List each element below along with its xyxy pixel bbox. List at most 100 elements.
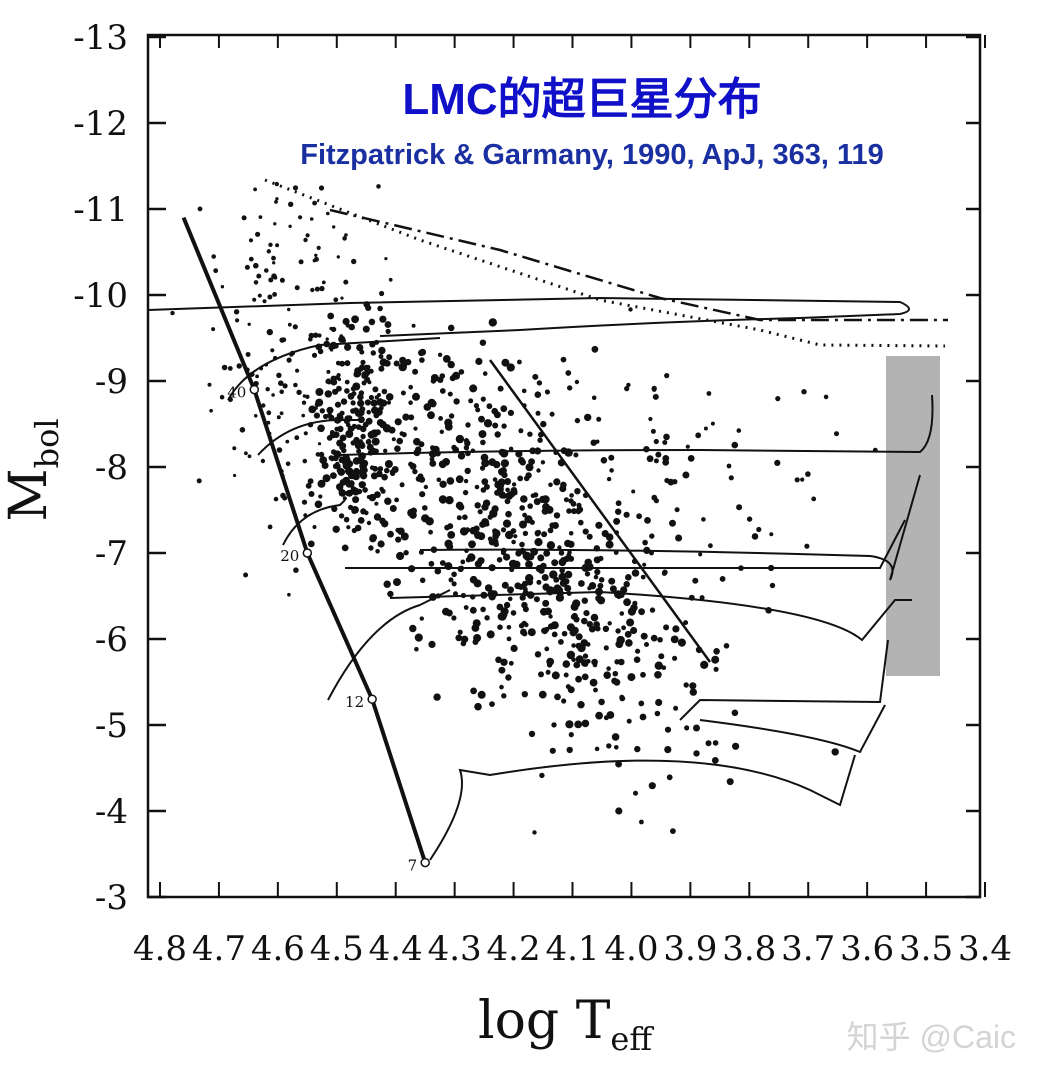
star-point <box>356 449 361 454</box>
star-point <box>560 481 567 489</box>
star-point <box>348 504 354 510</box>
star-point <box>332 525 340 533</box>
star-point <box>699 595 705 601</box>
star-point <box>362 487 368 493</box>
star-point <box>619 611 625 616</box>
star-point <box>378 365 385 372</box>
star-point <box>713 648 720 655</box>
star-point <box>510 487 518 494</box>
red-supergiant-region <box>886 356 940 676</box>
star-point <box>463 605 469 610</box>
star-point <box>359 425 367 433</box>
star-point <box>294 435 300 441</box>
star-point <box>493 541 499 548</box>
star-point <box>298 215 303 220</box>
star-point <box>439 497 446 504</box>
star-point <box>447 391 453 397</box>
star-point <box>376 419 384 427</box>
star-point <box>553 576 560 583</box>
star-point <box>522 512 527 518</box>
star-point <box>473 525 480 532</box>
star-point <box>536 468 541 473</box>
star-point <box>384 321 392 328</box>
star-point <box>522 586 528 592</box>
star-point <box>357 517 365 524</box>
star-point <box>495 656 502 664</box>
star-point <box>563 672 569 678</box>
star-point <box>642 562 647 567</box>
star-point <box>558 550 565 556</box>
star-point <box>379 358 388 367</box>
star-point <box>427 398 436 407</box>
star-point <box>468 398 474 404</box>
track-mass-label: 7 <box>408 857 418 875</box>
star-point <box>698 552 703 557</box>
star-point <box>373 513 382 521</box>
star-point <box>253 414 258 418</box>
star-point <box>663 624 670 631</box>
star-point <box>541 507 549 515</box>
star-point <box>566 591 572 596</box>
star-point <box>379 315 387 323</box>
star-point <box>352 472 360 481</box>
star-point <box>794 477 800 483</box>
star-point <box>394 445 401 453</box>
star-point <box>482 522 488 527</box>
star-point <box>445 609 453 617</box>
star-point <box>538 431 544 438</box>
star-point <box>537 437 543 443</box>
star-point <box>272 292 277 297</box>
star-point <box>481 478 489 486</box>
star-point <box>372 386 379 393</box>
star-point <box>590 613 599 622</box>
star-point <box>623 581 630 588</box>
star-point <box>335 360 341 366</box>
star-point <box>643 546 651 555</box>
star-point <box>313 256 319 262</box>
star-point <box>578 580 585 587</box>
star-point <box>377 400 382 405</box>
star-point <box>337 377 342 382</box>
star-point <box>273 275 278 280</box>
star-point <box>430 546 438 553</box>
star-point <box>710 421 715 426</box>
star-point <box>391 437 396 442</box>
star-point <box>576 502 582 508</box>
star-point <box>339 336 344 340</box>
star-point <box>370 350 376 356</box>
star-point <box>220 285 225 289</box>
star-point <box>520 628 527 636</box>
star-point <box>315 343 323 351</box>
star-point <box>366 409 372 415</box>
star-point <box>488 564 496 572</box>
star-point <box>573 452 579 458</box>
star-point <box>279 411 284 416</box>
star-point <box>460 592 466 599</box>
star-point <box>366 443 374 451</box>
star-point <box>272 261 276 265</box>
star-point <box>563 555 570 562</box>
chart-subtitle: Fitzpatrick & Garmany, 1990, ApJ, 363, 1… <box>300 139 884 171</box>
star-point <box>455 475 464 484</box>
star-point <box>233 309 240 315</box>
star-point <box>334 401 342 408</box>
star-point <box>544 607 552 616</box>
star-point <box>612 670 619 677</box>
star-point <box>532 830 537 835</box>
y-tick-label: -3 <box>95 878 128 918</box>
star-point <box>279 337 285 343</box>
star-point <box>683 682 689 688</box>
star-point <box>512 560 521 569</box>
star-point <box>438 460 447 469</box>
star-point <box>551 587 559 594</box>
star-point <box>713 666 719 672</box>
star-point <box>626 618 635 627</box>
star-point <box>417 473 424 480</box>
star-point <box>387 530 394 538</box>
star-point <box>439 388 446 394</box>
star-point <box>611 733 620 741</box>
star-point <box>323 413 329 420</box>
star-point <box>375 549 380 554</box>
star-point <box>551 722 557 728</box>
star-point <box>522 530 529 537</box>
